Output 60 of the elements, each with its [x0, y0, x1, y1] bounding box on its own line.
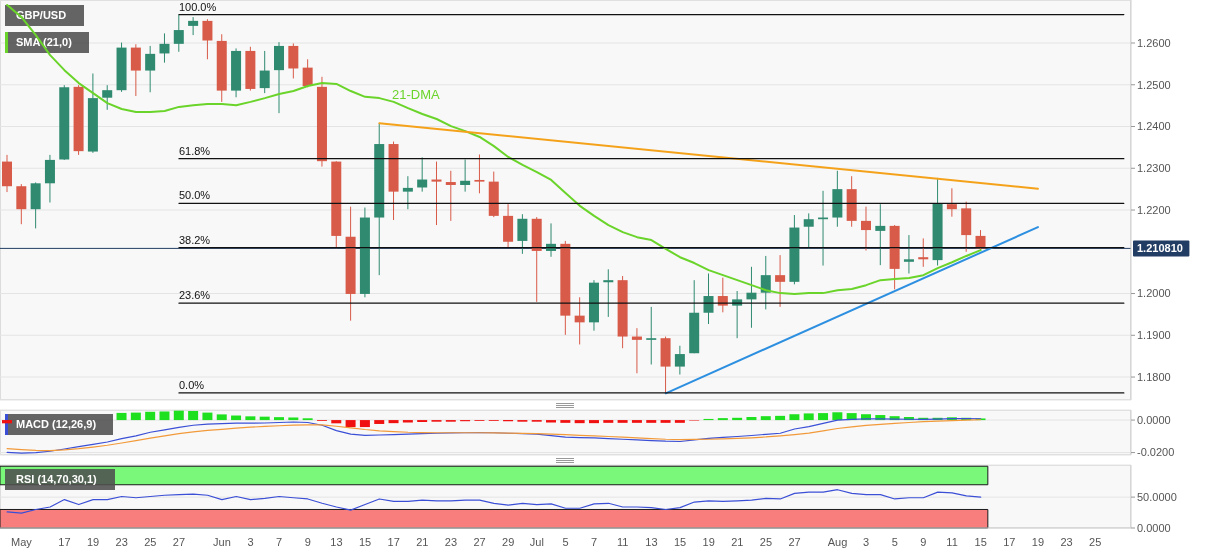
y-tick-label: 1.2400: [1137, 120, 1171, 133]
series-label: 50.0%: [178, 189, 211, 202]
x-tick-label: 9: [920, 536, 927, 548]
x-tick-label: 19: [1031, 536, 1045, 548]
x-tick-label: 3: [863, 536, 870, 548]
x-tick-label: 29: [502, 536, 515, 548]
x-tick-label: 23: [115, 536, 128, 548]
x-tick-label: 19: [702, 536, 715, 548]
x-tick-label: 17: [1003, 536, 1016, 548]
x-tick-label: 17: [387, 536, 400, 548]
x-tick-label: 9: [304, 536, 311, 548]
series-label: 61.8%: [178, 144, 211, 157]
x-tick-label: 15: [673, 536, 687, 548]
x-tick-label: 15: [358, 536, 372, 548]
series-label: 100.0%: [178, 0, 217, 13]
y-tick-label: 0.0000: [1137, 413, 1171, 426]
x-tick-label: 25: [759, 536, 773, 548]
x-tick-label: May: [11, 536, 33, 548]
x-tick-label: 17: [58, 536, 71, 548]
x-tick-label: 11: [946, 536, 958, 548]
x-tick-label: 11: [617, 536, 629, 548]
y-tick-label: 1.2200: [1137, 203, 1171, 216]
x-tick-label: Jul: [529, 536, 544, 548]
y-tick-label: 1.1800: [1137, 370, 1171, 383]
y-tick-label: 1.1900: [1137, 329, 1171, 342]
x-tick-label: 7: [591, 536, 598, 548]
x-tick-label: Aug: [827, 536, 848, 548]
series-label: 0.0%: [178, 378, 205, 391]
x-tick-label: 13: [645, 536, 658, 548]
x-tick-label: 13: [330, 536, 343, 548]
x-tick-label: 23: [444, 536, 458, 548]
x-tick-label: 25: [144, 536, 157, 548]
x-tick-label: 15: [974, 536, 987, 548]
x-tick-label: 25: [1089, 536, 1102, 548]
annotation: 21-DMA: [392, 87, 440, 103]
x-tick-label: 21: [416, 536, 429, 548]
legend-label: SMA (21,0): [5, 32, 89, 53]
x-tick-label: 19: [86, 536, 100, 548]
x-tick-label: 3: [247, 536, 254, 548]
x-tick-label: 21: [731, 536, 744, 548]
y-tick-label: -0.0200: [1137, 446, 1175, 459]
x-tick-label: Jun: [213, 536, 231, 548]
x-tick-label: 5: [562, 536, 569, 548]
y-tick-label: 1.2000: [1137, 287, 1171, 300]
y-tick-label: 1.2500: [1137, 78, 1171, 91]
y-tick-label: 0.0000: [1137, 521, 1171, 534]
series-label: 38.2%: [178, 233, 211, 246]
x-tick-label: 7: [276, 536, 283, 548]
x-tick-label: 5: [891, 536, 898, 548]
series-label: 23.6%: [178, 289, 211, 302]
x-tick-label: 27: [172, 536, 186, 548]
x-tick-label: 27: [473, 536, 486, 548]
ref-line-label: 1.210810: [1137, 242, 1183, 255]
text: RSI (14,70,30,1): [5, 469, 115, 490]
legend-label: MACD (12,26,9): [5, 414, 114, 435]
y-tick-label: 50.0000: [1137, 491, 1177, 504]
x-tick-label: 23: [1060, 536, 1073, 548]
x-tick-label: 27: [788, 536, 801, 548]
y-tick-label: 1.2600: [1137, 36, 1171, 49]
y-tick-label: 1.2300: [1137, 162, 1171, 175]
